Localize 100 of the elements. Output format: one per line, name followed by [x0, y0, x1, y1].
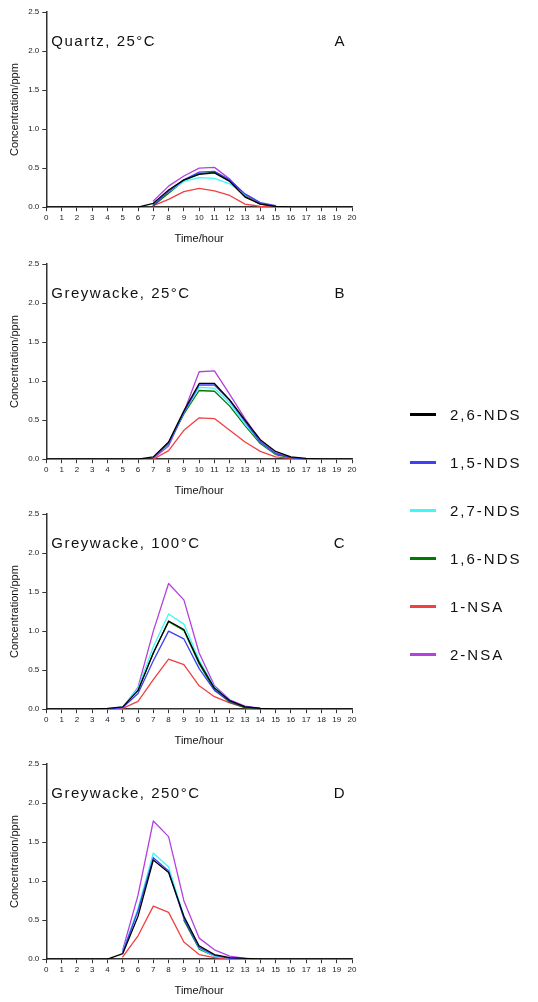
y-tick-label: 1.0 — [28, 876, 40, 886]
x-tick-label: 0 — [44, 213, 50, 223]
x-tick-label: 8 — [166, 465, 172, 475]
x-tick-label: 11 — [210, 965, 220, 975]
x-tick-label: 2 — [74, 965, 80, 975]
x-tick-label: 13 — [240, 965, 251, 975]
x-tick-label: 11 — [210, 715, 220, 725]
text: Greywacke, 100°C — [51, 533, 201, 551]
x-tick-label: 0 — [44, 965, 50, 975]
x-tick-label: 15 — [271, 213, 281, 223]
x-tick-label: 2 — [74, 213, 80, 223]
x-tick-label: 5 — [120, 965, 126, 975]
x-tick-label: 14 — [255, 715, 266, 725]
x-tick-label: 15 — [271, 715, 281, 725]
x-tick-label: 7 — [151, 715, 157, 725]
y-tick-label: 2.0 — [28, 46, 40, 56]
legend-label: 1-NSA — [450, 597, 505, 615]
x-tick-label: 16 — [286, 965, 296, 975]
y-tick-label: 1.5 — [28, 837, 40, 847]
y-tick-label: 0.5 — [28, 415, 40, 425]
x-tick-label: 10 — [194, 715, 205, 725]
x-tick-label: 7 — [151, 213, 157, 223]
x-tick-label: 2 — [74, 465, 80, 475]
x-axis-title: Time/hour — [174, 232, 225, 245]
x-tick-label: 14 — [255, 465, 266, 475]
y-tick-label: 0.5 — [28, 915, 40, 925]
x-tick-label: 12 — [225, 213, 235, 223]
x-tick-label: 3 — [89, 213, 95, 223]
x-tick-label: 20 — [347, 213, 357, 223]
x-tick-label: 4 — [105, 715, 111, 725]
x-tick-label: 0 — [44, 465, 50, 475]
x-tick-label: 1 — [59, 213, 65, 223]
y-tick-label: 2.0 — [28, 298, 40, 308]
x-tick-label: 9 — [181, 965, 187, 975]
y-tick-label: 2.5 — [28, 259, 40, 269]
x-tick-label: 5 — [120, 715, 126, 725]
x-tick-label: 10 — [194, 965, 205, 975]
x-tick-label: 5 — [120, 213, 126, 223]
y-tick-label: 1.5 — [28, 337, 40, 347]
x-tick-label: 12 — [225, 715, 235, 725]
x-tick-label: 0 — [44, 715, 50, 725]
y-axis-title: Concentration/ppm — [7, 63, 20, 157]
x-axis-title: Time/hour — [174, 734, 225, 747]
x-axis-title: Time/hour — [174, 984, 225, 997]
x-tick-label: 1 — [59, 965, 65, 975]
x-tick-label: 19 — [332, 213, 342, 223]
text: Quartz, 25°C — [51, 31, 157, 49]
annotation: A — [334, 31, 346, 49]
x-tick-label: 13 — [240, 715, 251, 725]
annotation: C — [333, 533, 346, 551]
y-tick-label: 2.5 — [28, 759, 40, 769]
x-tick-label: 9 — [181, 465, 187, 475]
legend-label: 1,6-NDS — [450, 549, 522, 567]
y-axis-title: Concentration/ppm — [7, 815, 20, 909]
legend-label: 1,5-NDS — [450, 453, 522, 471]
x-tick-label: 16 — [286, 715, 296, 725]
y-tick-label: 1.0 — [28, 376, 40, 386]
y-tick-label: 2.0 — [28, 798, 40, 808]
x-tick-label: 11 — [210, 465, 220, 475]
x-tick-label: 10 — [194, 213, 205, 223]
text: Greywacke, 25°C — [51, 283, 191, 301]
x-tick-label: 10 — [194, 465, 205, 475]
x-tick-label: 20 — [347, 715, 357, 725]
x-tick-label: 17 — [301, 213, 312, 223]
x-tick-label: 4 — [105, 965, 111, 975]
x-tick-label: 20 — [347, 965, 357, 975]
x-tick-label: 15 — [271, 965, 281, 975]
x-tick-label: 16 — [286, 465, 296, 475]
legend-label: 2,6-NDS — [450, 405, 522, 423]
x-tick-label: 16 — [286, 213, 296, 223]
x-tick-label: 8 — [166, 213, 172, 223]
x-tick-label: 4 — [105, 213, 111, 223]
x-tick-label: 6 — [135, 965, 141, 975]
annotation: B — [334, 283, 346, 301]
x-tick-label: 11 — [210, 213, 220, 223]
y-tick-label: 1.5 — [28, 85, 40, 95]
x-tick-label: 1 — [59, 715, 65, 725]
x-tick-label: 18 — [316, 465, 327, 475]
x-tick-label: 17 — [301, 715, 312, 725]
x-tick-label: 3 — [89, 965, 95, 975]
y-tick-label: 0.5 — [28, 665, 40, 675]
y-axis-title: Concentration/ppm — [7, 315, 20, 409]
x-tick-label: 1 — [59, 465, 65, 475]
x-tick-label: 19 — [332, 465, 342, 475]
legend-label: 2,7-NDS — [450, 501, 522, 519]
x-tick-label: 6 — [135, 715, 141, 725]
x-tick-label: 9 — [181, 213, 187, 223]
y-tick-label: 0.5 — [28, 163, 40, 173]
x-tick-label: 18 — [316, 965, 327, 975]
text: Greywacke, 250°C — [51, 783, 201, 801]
x-tick-label: 3 — [89, 715, 95, 725]
x-tick-label: 20 — [347, 465, 357, 475]
x-tick-label: 6 — [135, 465, 141, 475]
annotation: D — [333, 783, 346, 801]
x-tick-label: 17 — [301, 965, 312, 975]
x-tick-label: 18 — [316, 715, 327, 725]
x-tick-label: 12 — [225, 465, 235, 475]
y-tick-label: 1.0 — [28, 626, 40, 636]
y-tick-label: 0.0 — [28, 454, 40, 464]
x-axis-title: Time/hour — [174, 484, 225, 497]
